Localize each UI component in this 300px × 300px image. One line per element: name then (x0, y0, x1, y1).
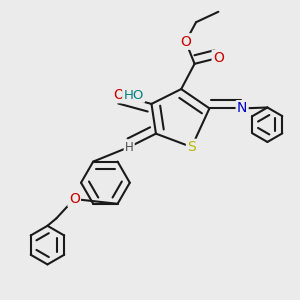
Text: S: S (187, 140, 196, 154)
Text: O: O (69, 192, 80, 206)
Text: O: O (213, 51, 224, 65)
Text: O: O (113, 88, 124, 102)
Text: O: O (180, 34, 191, 49)
Text: H: H (125, 140, 134, 154)
Text: HO: HO (124, 88, 144, 101)
Text: N: N (237, 101, 247, 116)
